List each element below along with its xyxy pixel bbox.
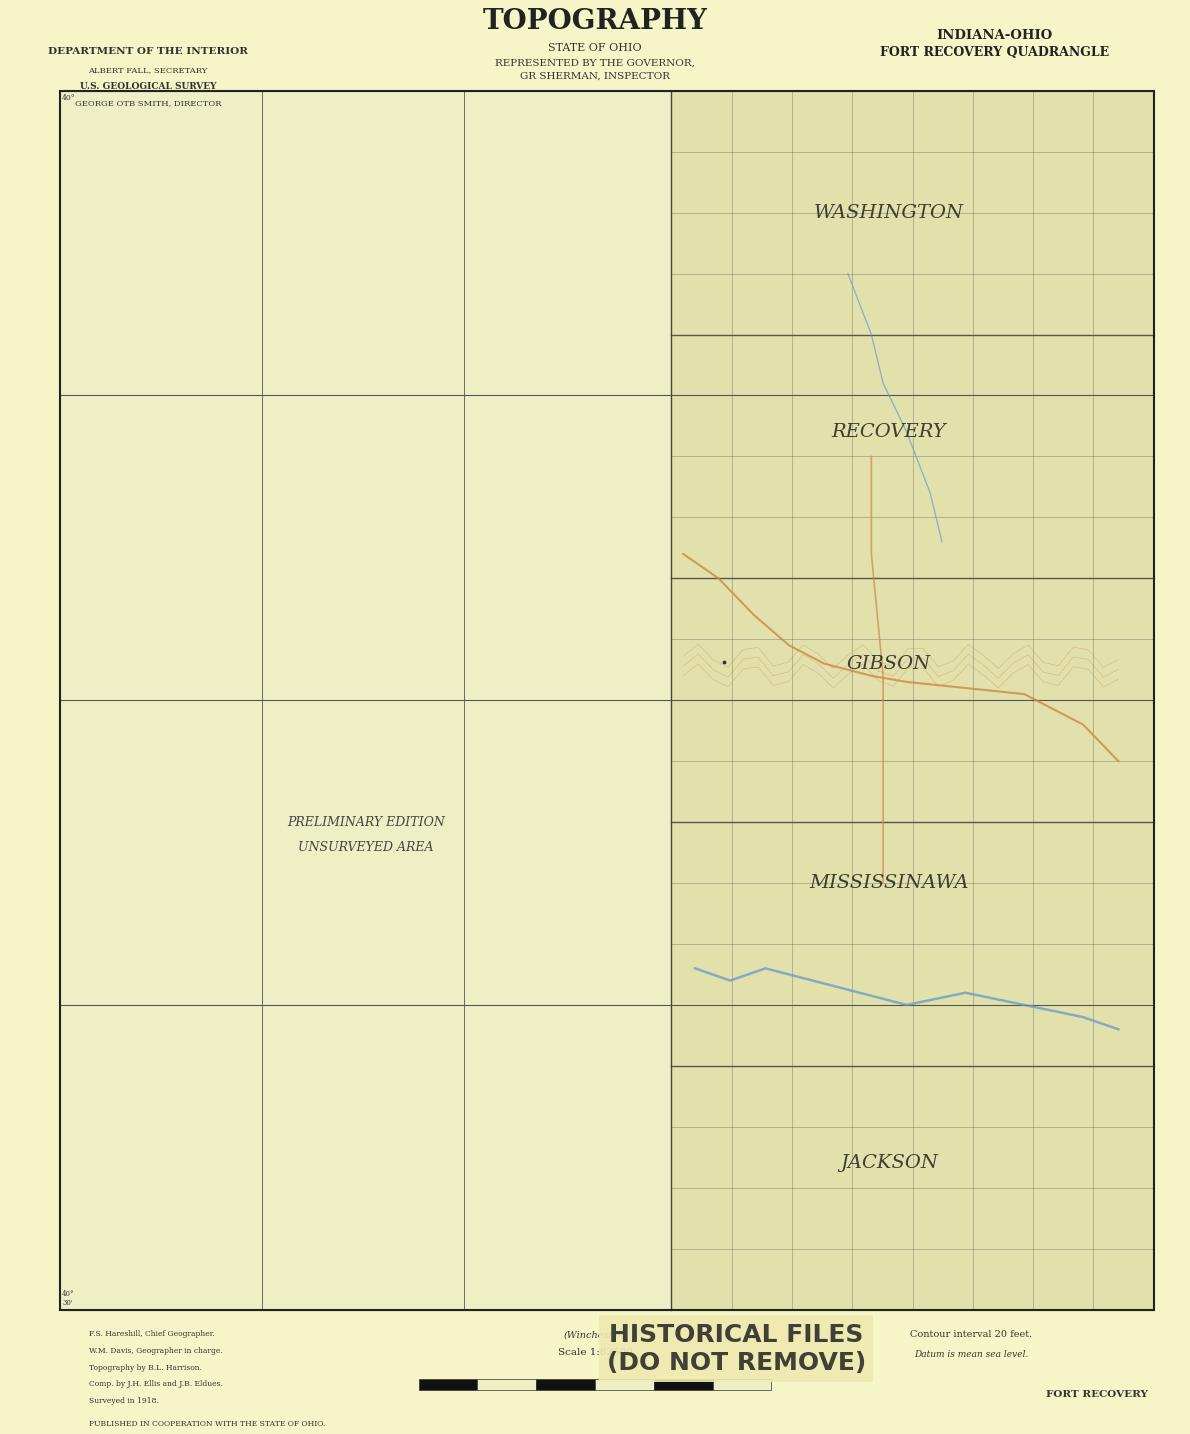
Text: REPRESENTED BY THE GOVERNOR,: REPRESENTED BY THE GOVERNOR, xyxy=(495,59,695,67)
Text: INDIANA-OHIO: INDIANA-OHIO xyxy=(937,29,1053,42)
Text: FORT RECOVERY: FORT RECOVERY xyxy=(1046,1390,1148,1400)
Text: GIBSON: GIBSON xyxy=(847,655,931,673)
Text: ALBERT FALL, SECRETARY: ALBERT FALL, SECRETARY xyxy=(88,66,208,75)
Text: W.M. Davis, Geographer in charge.: W.M. Davis, Geographer in charge. xyxy=(89,1347,223,1355)
Text: Surveyed in 1918.: Surveyed in 1918. xyxy=(89,1397,159,1405)
Text: Contour interval 20 feet.: Contour interval 20 feet. xyxy=(910,1331,1033,1339)
Text: PUBLISHED IN COOPERATION WITH THE STATE OF OHIO.: PUBLISHED IN COOPERATION WITH THE STATE … xyxy=(89,1421,326,1428)
Text: Topography by B.L. Harrison.: Topography by B.L. Harrison. xyxy=(89,1364,202,1372)
Text: HISTORICAL FILES
(DO NOT REMOVE): HISTORICAL FILES (DO NOT REMOVE) xyxy=(607,1324,866,1375)
Text: TOPOGRAPHY: TOPOGRAPHY xyxy=(483,9,707,36)
Text: PRELIMINARY EDITION: PRELIMINARY EDITION xyxy=(287,816,445,829)
Text: U.S. GEOLOGICAL SURVEY: U.S. GEOLOGICAL SURVEY xyxy=(80,82,217,90)
Bar xyxy=(595,1380,653,1390)
Text: UNSURVEYED AREA: UNSURVEYED AREA xyxy=(298,840,433,853)
Point xyxy=(715,651,734,674)
Text: Scale 1:62500: Scale 1:62500 xyxy=(557,1348,633,1358)
Text: RECOVERY: RECOVERY xyxy=(832,423,946,442)
Text: GEORGE OTB SMITH, DIRECTOR: GEORGE OTB SMITH, DIRECTOR xyxy=(75,99,221,108)
Bar xyxy=(419,1380,477,1390)
Text: WASHINGTON: WASHINGTON xyxy=(814,204,964,222)
Text: MISSISSINAWA: MISSISSINAWA xyxy=(809,875,969,892)
Text: Comp. by J.H. Ellis and J.B. Eldues.: Comp. by J.H. Ellis and J.B. Eldues. xyxy=(89,1381,224,1388)
Text: STATE OF OHIO: STATE OF OHIO xyxy=(549,43,641,53)
Bar xyxy=(60,90,1153,1309)
Bar xyxy=(537,1380,595,1390)
Text: DEPARTMENT OF THE INTERIOR: DEPARTMENT OF THE INTERIOR xyxy=(48,47,248,56)
Text: F.S. Hareshill, Chief Geographer.: F.S. Hareshill, Chief Geographer. xyxy=(89,1331,215,1338)
Bar xyxy=(671,90,1153,1309)
Bar xyxy=(60,90,671,1309)
Text: 40°
30': 40° 30' xyxy=(62,1289,75,1306)
Bar xyxy=(713,1380,771,1390)
Bar xyxy=(477,1380,537,1390)
Text: (Winchester): (Winchester) xyxy=(563,1331,627,1339)
Text: 40°: 40° xyxy=(62,93,76,102)
Bar xyxy=(653,1380,713,1390)
Text: Datum is mean sea level.: Datum is mean sea level. xyxy=(914,1349,1028,1359)
Bar xyxy=(671,90,1153,1309)
Text: FORT RECOVERY QUADRANGLE: FORT RECOVERY QUADRANGLE xyxy=(881,46,1109,59)
Text: JACKSON: JACKSON xyxy=(840,1154,938,1173)
Text: GR SHERMAN, INSPECTOR: GR SHERMAN, INSPECTOR xyxy=(520,72,670,82)
